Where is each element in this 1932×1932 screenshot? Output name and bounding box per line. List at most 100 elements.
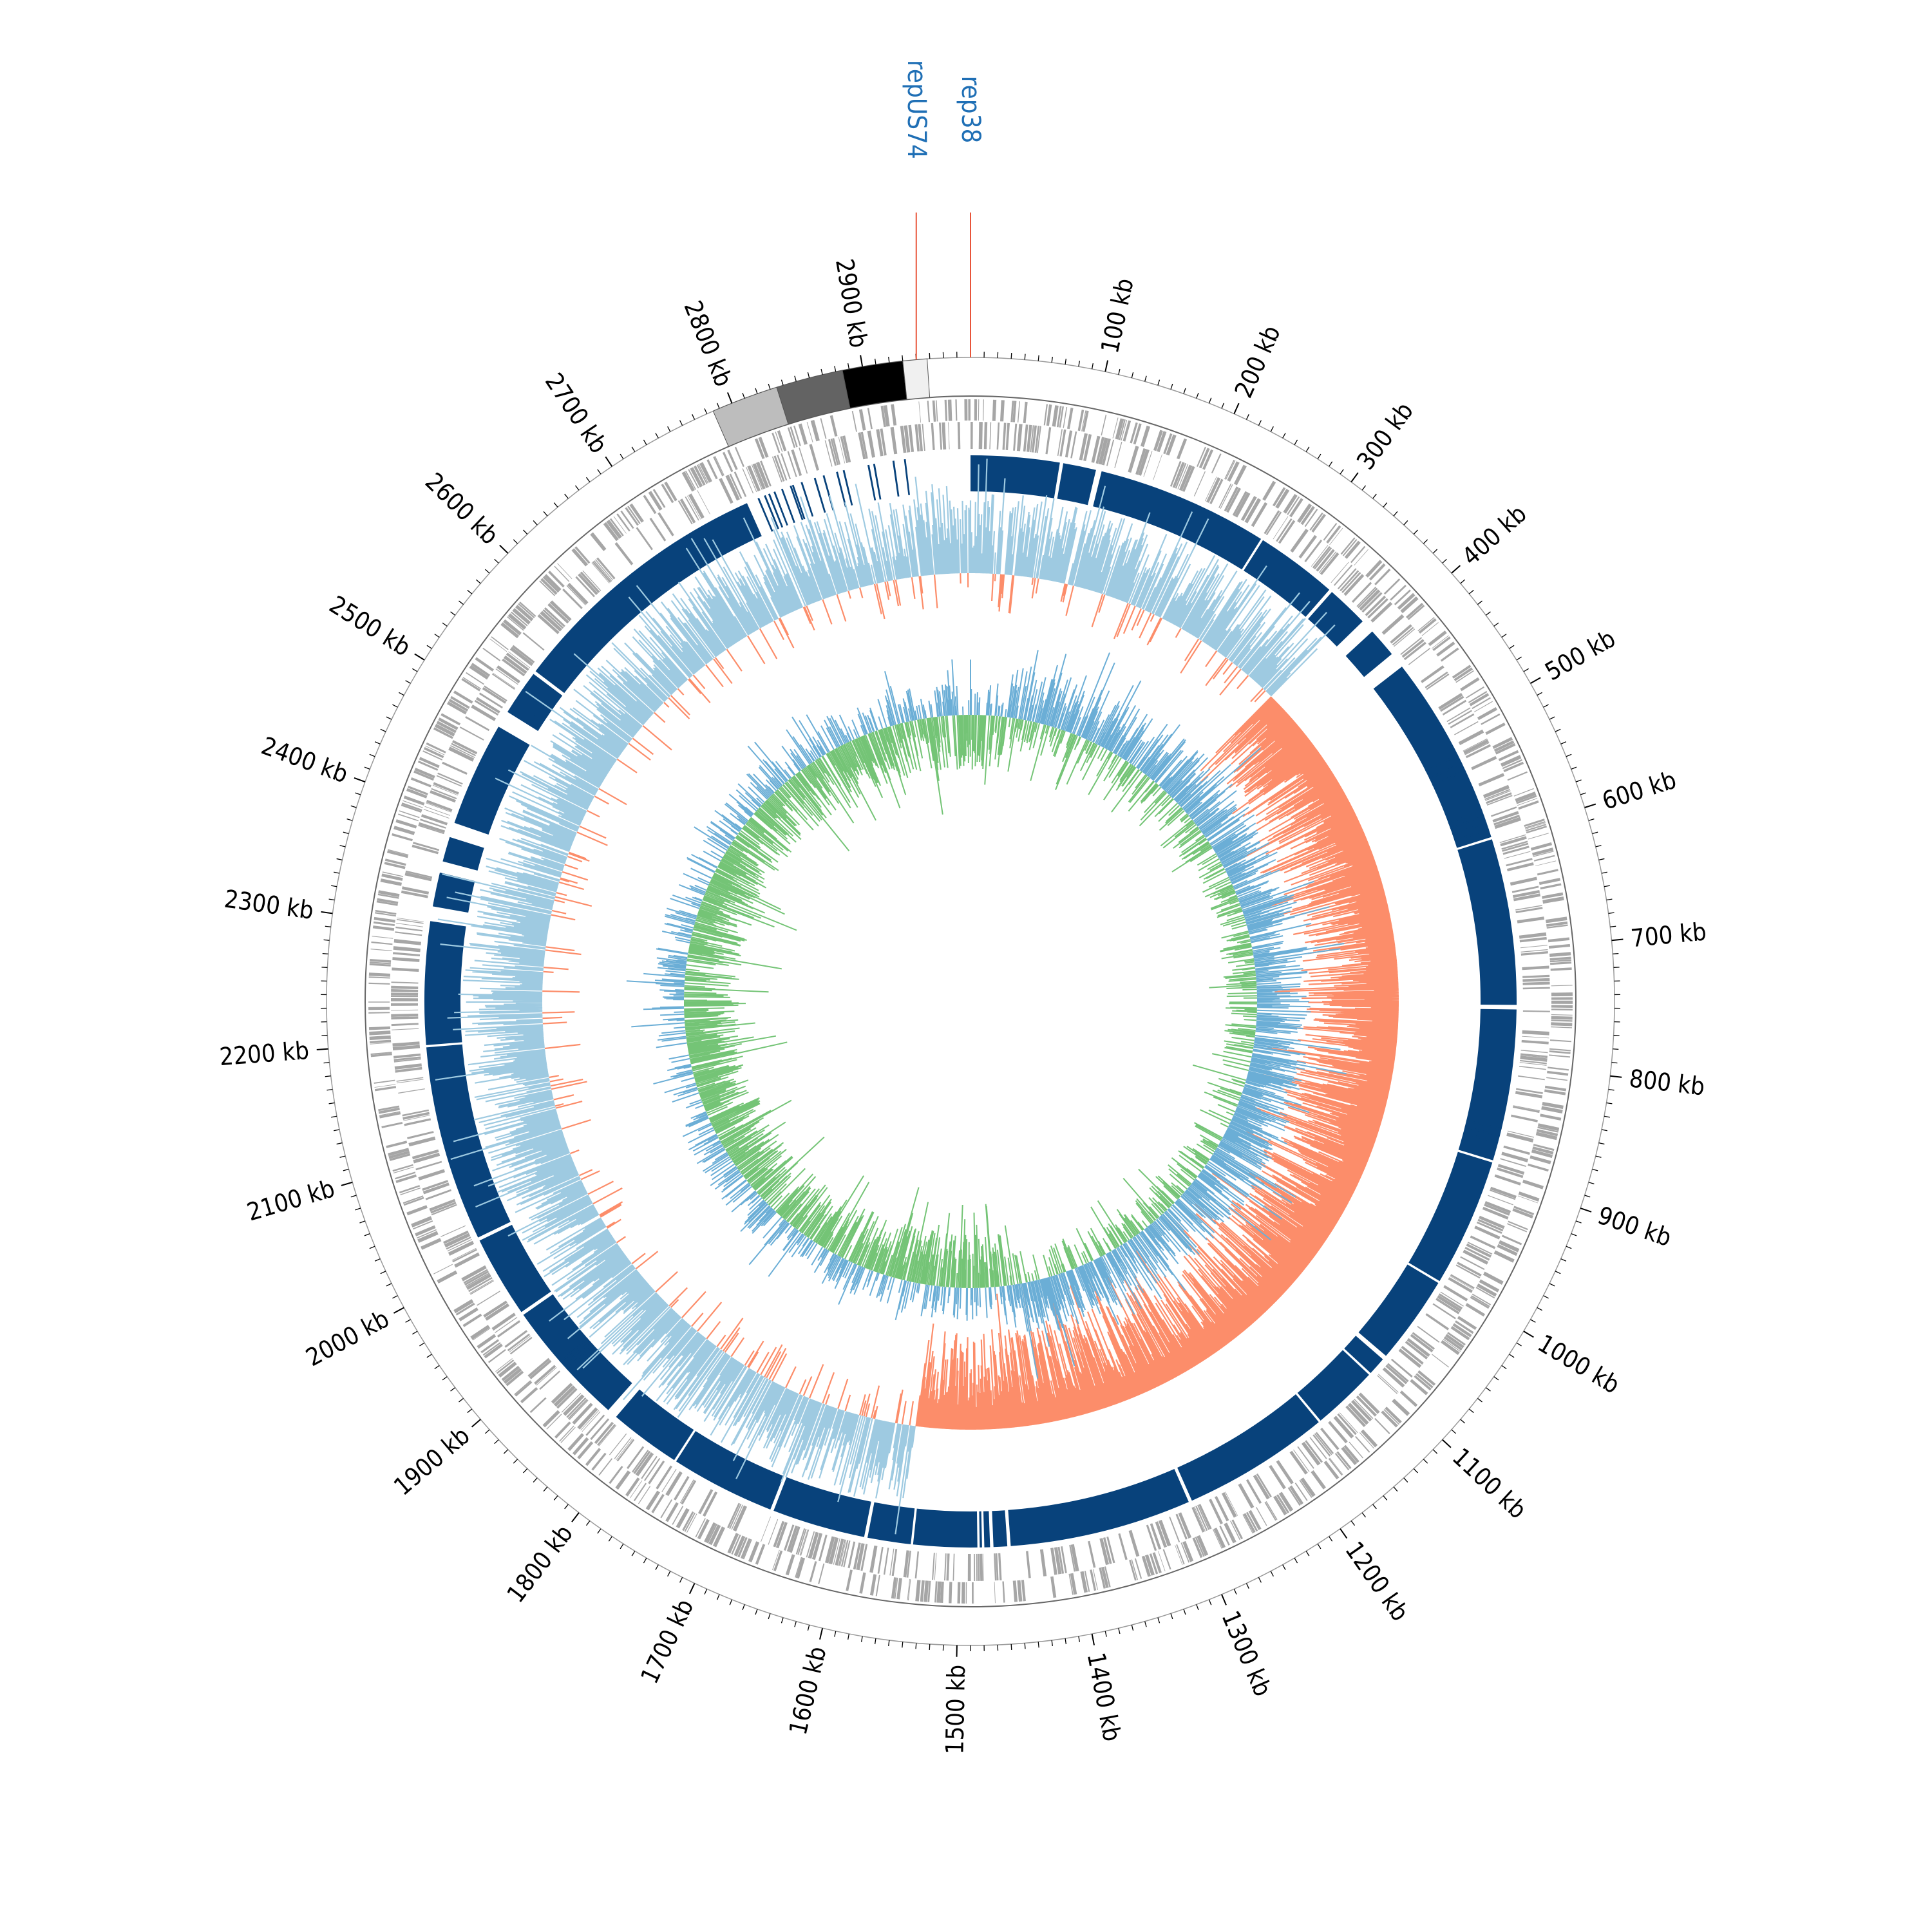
cds-feature xyxy=(976,1553,978,1581)
cds-feature xyxy=(983,399,984,421)
cds-feature xyxy=(373,921,395,926)
minor-tick xyxy=(807,372,810,379)
cds-feature xyxy=(433,1264,453,1274)
cds-feature xyxy=(369,1035,391,1041)
cds-feature xyxy=(1309,1437,1327,1459)
cds-feature xyxy=(1218,483,1232,508)
cds-feature xyxy=(698,1489,714,1515)
cds-feature xyxy=(1440,647,1459,662)
cds-feature xyxy=(1226,488,1241,513)
cds-feature xyxy=(372,925,395,931)
gc-content-positive xyxy=(435,459,1336,1535)
minor-tick xyxy=(1555,1271,1561,1274)
minor-tick xyxy=(620,453,624,460)
cds-feature xyxy=(1088,1540,1096,1568)
minor-tick xyxy=(523,1468,528,1473)
minor-tick xyxy=(643,1557,647,1564)
cds-feature xyxy=(644,1457,661,1481)
cds-feature xyxy=(1070,431,1077,459)
cds-feature xyxy=(1356,587,1377,607)
cds-feature xyxy=(507,613,527,630)
scale-label: 900 kb xyxy=(1594,1201,1675,1252)
cds-feature xyxy=(432,784,459,796)
cds-feature xyxy=(1155,1521,1168,1548)
cds-feature xyxy=(994,1553,997,1581)
cds-feature xyxy=(1544,1085,1567,1092)
cds-feature xyxy=(1082,410,1089,432)
cds-feature xyxy=(1099,1538,1110,1566)
cds-feature xyxy=(1176,1544,1185,1565)
cds-feature xyxy=(1450,1276,1474,1290)
cds-feature xyxy=(1488,1195,1513,1206)
cds-feature xyxy=(648,1460,665,1484)
cds-feature xyxy=(1551,1000,1573,1004)
minor-tick xyxy=(450,611,456,616)
cds-feature xyxy=(1464,1247,1490,1261)
blast-hit-block xyxy=(1344,1336,1383,1374)
cds-feature xyxy=(1289,1485,1303,1505)
cds-feature xyxy=(1546,921,1568,927)
minor-tick xyxy=(1606,898,1613,901)
cds-feature xyxy=(1542,1102,1564,1110)
cds-feature xyxy=(1551,1022,1573,1027)
cds-feature xyxy=(544,607,565,627)
cds-feature xyxy=(927,401,931,422)
cds-feature xyxy=(708,1524,721,1546)
cds-feature xyxy=(592,561,611,583)
cds-feature xyxy=(982,1553,984,1581)
cds-feature xyxy=(393,939,421,945)
cds-feature xyxy=(1198,448,1210,469)
cds-feature xyxy=(832,438,840,465)
cds-feature xyxy=(1297,1446,1314,1469)
cds-feature xyxy=(413,1152,440,1164)
cds-feature xyxy=(368,976,390,979)
cds-feature xyxy=(1417,1325,1440,1343)
minor-tick xyxy=(1588,819,1595,821)
cds-feature xyxy=(509,1335,531,1352)
minor-tick xyxy=(667,426,671,432)
cds-feature xyxy=(1551,1026,1573,1028)
blast-hit-mark xyxy=(764,495,779,529)
minor-tick xyxy=(392,1295,398,1299)
cds-feature xyxy=(540,578,558,595)
cds-feature xyxy=(1515,1091,1543,1099)
cds-feature xyxy=(450,745,475,758)
cds-feature xyxy=(556,1388,578,1409)
cds-feature xyxy=(1428,630,1447,647)
cds-feature xyxy=(1378,1374,1399,1393)
blast-hit-mark xyxy=(813,477,826,513)
cds-feature xyxy=(491,673,515,690)
cds-feature xyxy=(1465,744,1492,759)
cds-feature xyxy=(1320,552,1340,575)
outer-ring-inner-edge xyxy=(365,395,1577,1607)
minor-tick xyxy=(1413,529,1418,535)
cds-feature xyxy=(1304,539,1323,562)
cds-feature xyxy=(1143,451,1153,477)
cds-feature xyxy=(638,1486,651,1504)
cds-feature xyxy=(1493,740,1515,752)
cds-feature xyxy=(699,462,712,483)
cds-feature xyxy=(1520,1050,1548,1054)
minor-tick xyxy=(1598,858,1605,861)
cds-feature xyxy=(397,917,424,922)
cds-feature xyxy=(729,473,743,499)
cds-feature xyxy=(1311,513,1326,533)
cds-feature xyxy=(425,745,445,755)
cds-feature xyxy=(1067,408,1074,430)
cds-feature xyxy=(391,992,419,996)
cds-feature xyxy=(471,663,491,677)
cds-feature xyxy=(1501,840,1528,850)
cds-feature xyxy=(495,1358,513,1372)
cds-feature xyxy=(1240,496,1257,521)
cds-feature xyxy=(569,1399,589,1420)
cds-feature xyxy=(498,1361,517,1378)
cds-feature xyxy=(451,743,477,757)
cds-feature xyxy=(425,1189,451,1200)
cds-feature xyxy=(848,1541,856,1569)
cds-feature xyxy=(1358,587,1378,609)
minor-tick xyxy=(631,1551,636,1557)
cds-feature xyxy=(454,1252,480,1268)
cds-feature xyxy=(992,399,997,421)
blast-hit-block xyxy=(676,1431,784,1510)
cds-feature xyxy=(1520,1059,1547,1065)
